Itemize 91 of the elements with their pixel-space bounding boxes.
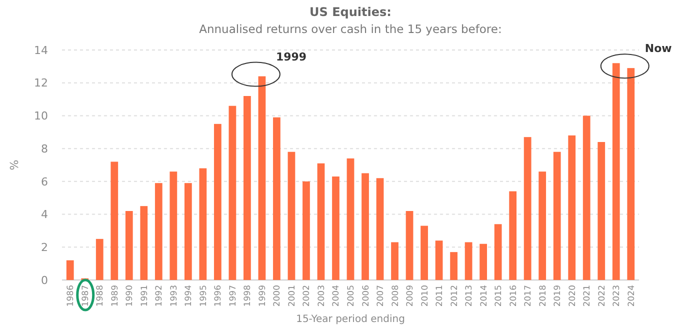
annotation: Now	[644, 42, 672, 56]
bar	[376, 178, 384, 280]
bar	[435, 240, 443, 280]
x-tick-label: 2014	[479, 285, 490, 307]
bar	[598, 142, 606, 280]
bar	[170, 172, 178, 280]
bar	[346, 158, 354, 280]
bar	[464, 242, 472, 280]
bar	[568, 135, 576, 280]
x-tick-label: 2011	[435, 285, 446, 307]
bar	[538, 172, 546, 280]
x-tick-label: 2015	[494, 285, 504, 307]
bar	[362, 173, 369, 280]
chart-title: US Equities:	[310, 5, 392, 19]
bar	[582, 116, 590, 280]
y-tick-label: 6	[41, 175, 48, 188]
y-tick-label: 0	[41, 274, 48, 287]
bar	[154, 183, 162, 280]
bar	[125, 211, 133, 280]
bar	[450, 252, 458, 280]
chart-subtitle: Annualised returns over cash in the 15 years before:	[199, 22, 502, 36]
bar	[317, 163, 325, 280]
bar	[258, 76, 266, 280]
y-axis-title: %	[8, 160, 21, 170]
bar	[480, 244, 488, 280]
x-tick-label: 2013	[464, 285, 475, 307]
bar	[553, 152, 561, 280]
x-tick-label: 1989	[110, 285, 120, 307]
bar	[627, 68, 635, 280]
bar	[66, 260, 74, 280]
x-tick-label: 2002	[302, 285, 312, 307]
x-tick-label: 1987	[80, 285, 91, 307]
x-tick-label: 2001	[287, 285, 298, 307]
bar	[140, 206, 148, 280]
bar	[406, 211, 414, 280]
x-tick-label: 2024	[626, 285, 637, 307]
x-tick-label: 1996	[214, 285, 224, 307]
x-tick-label: 2000	[272, 285, 283, 307]
x-tick-label: 1990	[125, 285, 136, 307]
bar	[332, 176, 340, 280]
y-tick-label: 14	[34, 44, 48, 57]
bar	[199, 168, 207, 280]
bar	[612, 63, 620, 280]
x-tick-label: 2006	[361, 285, 372, 307]
bar	[184, 183, 192, 280]
bar	[420, 226, 428, 280]
x-tick-label: 1991	[140, 285, 150, 307]
bar	[494, 224, 502, 280]
x-tick-label: 1988	[96, 285, 106, 307]
bar	[288, 152, 296, 280]
x-tick-label: 2019	[553, 285, 564, 307]
x-tick-label: 1994	[184, 285, 194, 307]
bar	[110, 162, 118, 280]
y-tick-label: 10	[34, 110, 48, 123]
x-tick-label: 2018	[538, 285, 548, 307]
x-tick-label: 1998	[243, 285, 254, 307]
bar	[96, 238, 104, 280]
x-tick-label: 2021	[582, 285, 593, 307]
x-tick-label: 1995	[198, 285, 209, 307]
x-tick-label: 2007	[376, 285, 386, 307]
bar	[509, 191, 517, 280]
x-tick-label: 2017	[524, 285, 534, 307]
x-tick-label: 2012	[450, 285, 460, 307]
bar	[244, 96, 251, 280]
y-tick-label: 2	[41, 240, 48, 254]
x-tick-label: 2005	[346, 285, 356, 307]
x-tick-label: 1999	[258, 285, 268, 307]
x-tick-label: 1992	[154, 285, 165, 307]
x-tick-label: 2010	[420, 285, 430, 307]
x-tick-label: 2023	[612, 285, 622, 307]
bar	[391, 242, 398, 280]
bar	[228, 106, 236, 280]
x-axis-title: 15-Year period ending	[296, 314, 405, 325]
x-tick-label: 2020	[568, 285, 578, 307]
bar	[302, 181, 310, 280]
x-tick-label: 2016	[508, 285, 519, 307]
x-tick-label: 2022	[597, 285, 608, 307]
bar	[524, 137, 532, 280]
x-tick-label: 1986	[66, 285, 76, 307]
x-tick-label: 2004	[332, 285, 342, 307]
x-tick-label: 2008	[390, 285, 401, 307]
y-tick-label: 12	[34, 76, 48, 90]
x-tick-label: 1993	[169, 285, 180, 307]
x-tick-label: 2009	[406, 285, 416, 307]
y-tick-label: 4	[41, 208, 48, 222]
y-tick-label: 8	[41, 142, 48, 156]
annotation: 1999	[276, 50, 307, 64]
bar	[214, 124, 222, 280]
bar	[273, 117, 280, 280]
x-tick-label: 2003	[316, 285, 327, 307]
x-tick-label: 1997	[228, 285, 238, 307]
